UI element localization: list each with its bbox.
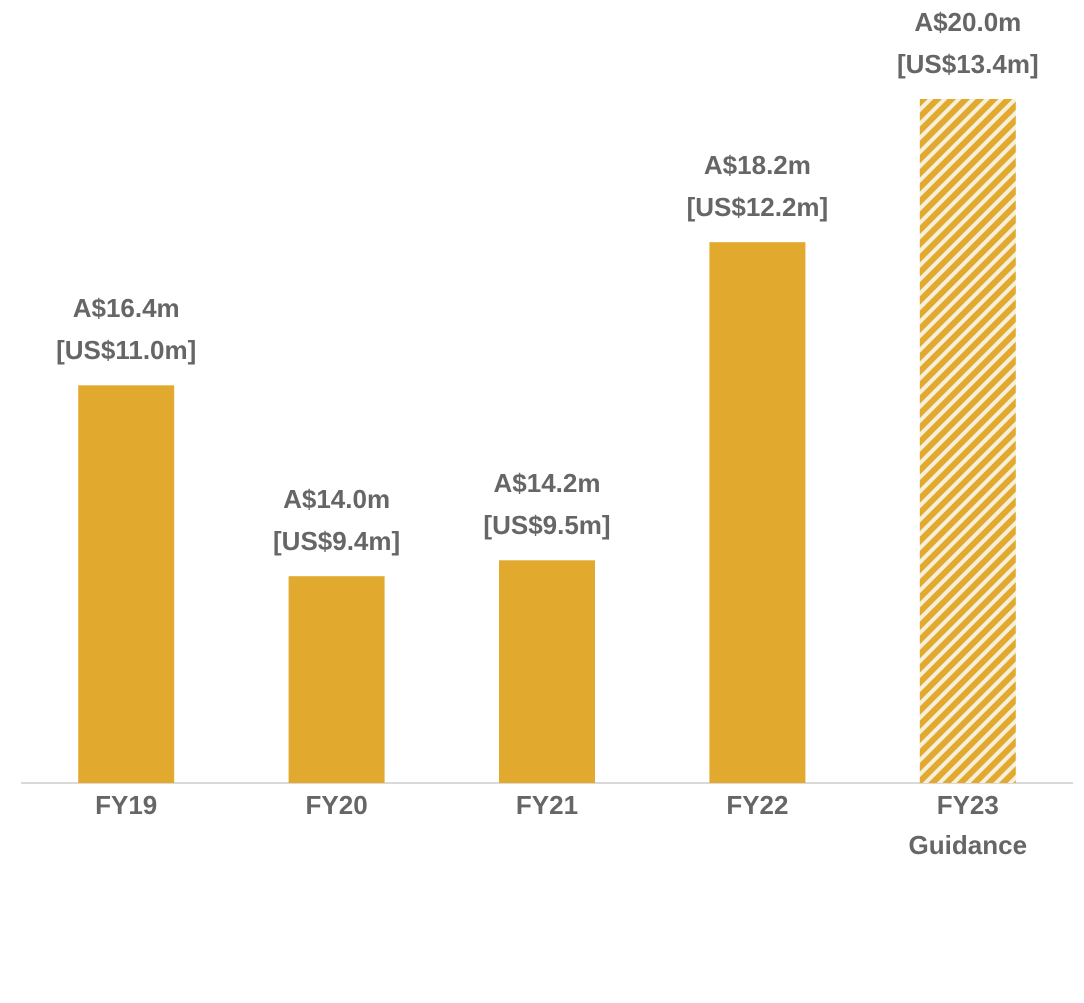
value-label: A$20.0m (914, 7, 1022, 37)
value-label: A$14.2m (493, 468, 601, 499)
x-tick-label: FY23 Guidance (908, 790, 1028, 860)
secondary-label: [US$12.2m] (686, 192, 829, 223)
value-label: A$18.2m (703, 150, 811, 181)
bar (499, 560, 595, 783)
bar (919, 99, 1016, 783)
secondary-label: [US$9.4m] (273, 526, 401, 557)
secondary-label: [US$13.4m] (896, 49, 1039, 79)
value-label: A$16.4m (72, 293, 180, 324)
secondary-label: [US$9.5m] (483, 510, 611, 541)
x-tick-label: FY19 (95, 790, 158, 820)
x-tick-label: FY22 (726, 790, 789, 820)
bar (288, 576, 385, 783)
secondary-label: [US$11.0m] (56, 335, 197, 366)
value-label: A$14.0m (283, 484, 391, 515)
x-tick-label: FY21 (515, 790, 579, 820)
bar (78, 385, 175, 783)
bar (709, 242, 806, 784)
x-tick-label: FY20 (305, 790, 368, 820)
